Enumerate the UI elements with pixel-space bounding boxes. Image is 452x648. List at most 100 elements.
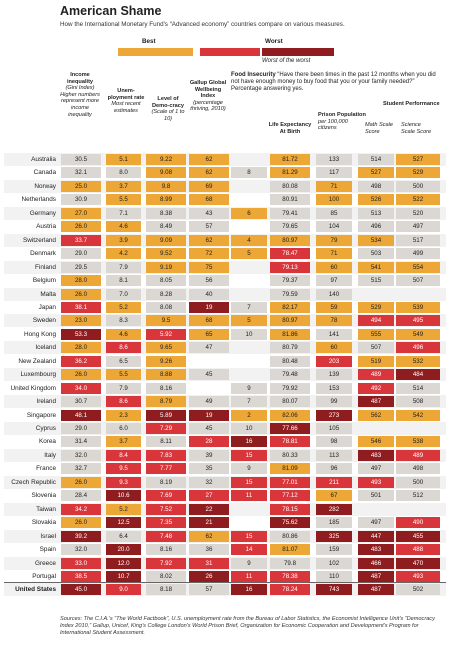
cell-slovenia-science: 512 [396, 490, 440, 502]
cell-france-food-insecurity: 9 [231, 463, 267, 475]
cell-iceland-gini: 28.0 [61, 342, 101, 354]
cell-czech-republic-gini: 26.0 [61, 476, 101, 488]
cell-slovenia-prison: 67 [316, 490, 352, 502]
cell-czech-republic-democracy: 8.19 [146, 476, 186, 488]
cell-canada-life-expectancy: 81.29 [270, 167, 310, 179]
cell-italy-gallup: 39 [189, 449, 229, 461]
cell-ireland-gallup: 49 [189, 396, 229, 408]
country-label-iceland: Iceland [35, 344, 56, 352]
cell-portugal-gini: 38.5 [61, 570, 101, 582]
cell-australia-food-insecurity [231, 154, 267, 165]
sources-text: The C.I.A.'s “The World Factbook”, U.S. … [60, 616, 435, 636]
cell-finland-unemployment: 7.9 [106, 261, 141, 273]
cell-portugal-science: 493 [396, 570, 440, 582]
cell-united-kingdom-science: 514 [396, 382, 440, 394]
cell-norway-democracy: 9.8 [146, 180, 186, 192]
cell-italy-prison: 113 [316, 449, 352, 461]
header-food-insecurity: Food Insecurity “Have there been times i… [231, 72, 441, 94]
cell-denmark-life-expectancy: 78.47 [270, 248, 310, 260]
cell-slovakia-democracy: 7.35 [146, 517, 186, 529]
cell-denmark-unemployment: 4.2 [106, 248, 141, 260]
cell-finland-math: 541 [358, 261, 394, 273]
cell-czech-republic-food-insecurity: 15 [231, 476, 267, 488]
cell-italy-food-insecurity: 15 [231, 449, 267, 461]
country-label-slovakia: Slovakia [31, 519, 56, 527]
cell-singapore-democracy: 5.89 [146, 409, 186, 421]
cell-switzerland-food-insecurity: 4 [231, 234, 267, 246]
cell-norway-gini: 25.0 [61, 180, 101, 192]
cell-japan-democracy: 8.08 [146, 301, 186, 313]
cell-singapore-unemployment: 2.3 [106, 409, 141, 421]
cell-austria-science: 497 [396, 221, 440, 233]
country-label-taiwan: Taiwan [36, 505, 56, 513]
cell-united-states-food-insecurity: 16 [231, 584, 267, 596]
cell-hong-kong-food-insecurity: 10 [231, 328, 267, 340]
cell-malta-prison: 140 [316, 288, 352, 300]
cell-austria-prison: 104 [316, 221, 352, 233]
cell-denmark-science: 499 [396, 248, 440, 260]
cell-korea-gallup: 28 [189, 436, 229, 448]
cell-australia-democracy: 9.22 [146, 154, 186, 165]
cell-canada-gallup: 62 [189, 167, 229, 179]
cell-hong-kong-gallup: 65 [189, 328, 229, 340]
country-label-luxembourg: Luxembourg [20, 371, 56, 379]
cell-greece-life-expectancy: 79.8 [270, 557, 310, 569]
cell-taiwan-science [396, 504, 440, 515]
cell-netherlands-democracy: 8.99 [146, 194, 186, 206]
cell-united-states-gini: 45.0 [61, 584, 101, 596]
cell-spain-math: 483 [358, 544, 394, 556]
cell-switzerland-science: 517 [396, 234, 440, 246]
cell-australia-math: 514 [358, 154, 394, 165]
cell-sweden-science: 495 [396, 315, 440, 327]
cell-slovenia-unemployment: 10.6 [106, 490, 141, 502]
cell-iceland-math: 507 [358, 342, 394, 354]
cell-germany-prison: 85 [316, 207, 352, 219]
cell-belgium-unemployment: 8.1 [106, 275, 141, 287]
cell-austria-gini: 26.0 [61, 221, 101, 233]
cell-japan-food-insecurity: 7 [231, 301, 267, 313]
header-gallup-note: (percentage thriving, 2010) [190, 99, 226, 113]
cell-norway-unemployment: 3.7 [106, 180, 141, 192]
cell-austria-unemployment: 4.6 [106, 221, 141, 233]
cell-hong-kong-democracy: 5.92 [146, 328, 186, 340]
cell-singapore-prison: 273 [316, 409, 352, 421]
cell-france-unemployment: 9.5 [106, 463, 141, 475]
header-income-inequality: Income inequality (Gini Index) Higher nu… [60, 72, 100, 118]
cell-switzerland-math: 534 [358, 234, 394, 246]
cell-cyprus-math [358, 423, 394, 434]
cell-switzerland-democracy: 9.09 [146, 234, 186, 246]
cell-australia-unemployment: 5.1 [106, 154, 141, 165]
cell-luxembourg-science: 484 [396, 369, 440, 381]
cell-italy-gini: 32.0 [61, 449, 101, 461]
cell-germany-gallup: 43 [189, 207, 229, 219]
cell-korea-food-insecurity: 16 [231, 436, 267, 448]
header-democracy-note: (Scale of 1 to 10) [151, 109, 185, 122]
cell-cyprus-life-expectancy: 77.66 [270, 423, 310, 434]
cell-sweden-prison: 78 [316, 315, 352, 327]
country-label-australia: Australia [31, 156, 56, 163]
cell-japan-unemployment: 5.2 [106, 301, 141, 313]
country-label-sweden: Sweden [32, 317, 56, 325]
country-label-austria: Austria [36, 223, 56, 231]
cell-finland-democracy: 9.19 [146, 261, 186, 273]
cell-united-states-science: 502 [396, 584, 440, 596]
country-label-korea: Korea [38, 438, 56, 446]
cell-australia-science: 527 [396, 154, 440, 165]
cell-greece-math: 466 [358, 557, 394, 569]
cell-czech-republic-prison: 211 [316, 476, 352, 488]
cell-portugal-life-expectancy: 78.38 [270, 570, 310, 582]
cell-switzerland-prison: 79 [316, 234, 352, 246]
country-label-israel: Israel [40, 532, 56, 540]
cell-united-kingdom-food-insecurity: 9 [231, 382, 267, 394]
cell-cyprus-gallup: 45 [189, 423, 229, 434]
header-prison-note: per 100,000 citizens [318, 118, 348, 132]
cell-slovenia-food-insecurity: 11 [231, 490, 267, 502]
cell-japan-prison: 59 [316, 301, 352, 313]
header-income-inequality-note: Higher numbers represent more income ine… [60, 91, 100, 118]
cell-australia-prison: 133 [316, 154, 352, 165]
cell-singapore-gini: 48.1 [61, 409, 101, 421]
cell-cyprus-science [396, 423, 440, 434]
cell-norway-food-insecurity [231, 181, 267, 192]
cell-czech-republic-unemployment: 9.3 [106, 476, 141, 488]
cell-luxembourg-math: 489 [358, 369, 394, 381]
